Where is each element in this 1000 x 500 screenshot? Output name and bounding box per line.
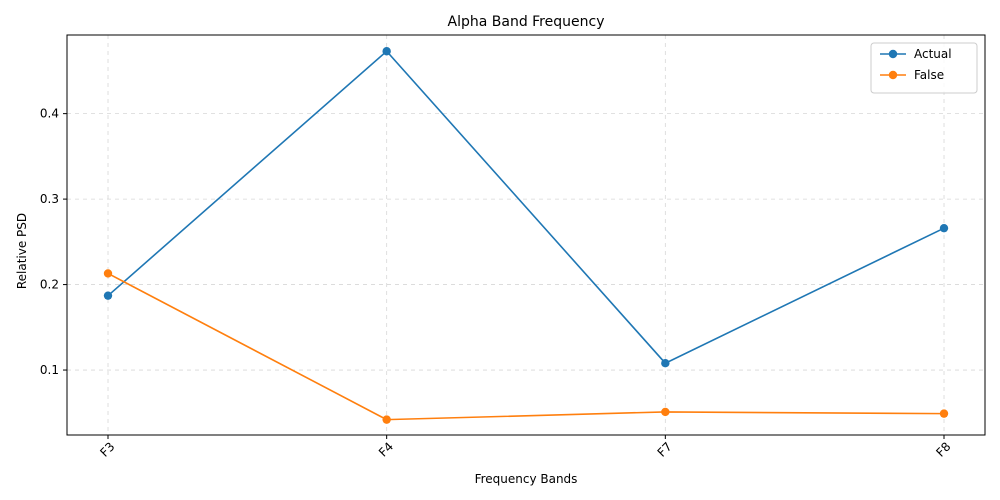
legend-swatch-marker xyxy=(888,70,898,80)
data-point xyxy=(939,223,949,233)
y-tick-label: 0.1 xyxy=(40,363,59,377)
legend: Actual False xyxy=(870,42,978,94)
legend-label: False xyxy=(914,68,944,82)
y-axis-label: Relative PSD xyxy=(15,213,29,289)
series-line xyxy=(107,272,945,421)
y-tick-label: 0.4 xyxy=(40,107,59,121)
data-point xyxy=(661,359,670,368)
series-line xyxy=(107,50,945,365)
y-tick-label: 0.2 xyxy=(40,278,59,292)
data-point xyxy=(661,407,670,417)
data-point xyxy=(103,269,113,278)
data-point xyxy=(939,409,949,418)
x-axis-label: Frequency Bands xyxy=(475,472,578,486)
plot-frame xyxy=(66,34,986,436)
series-layer xyxy=(103,47,949,424)
data-point xyxy=(382,415,391,424)
chart-title: Alpha Band Frequency xyxy=(448,14,605,30)
legend-label: Actual xyxy=(914,47,952,61)
legend-swatch-marker xyxy=(888,49,898,59)
legend-box xyxy=(870,42,978,94)
data-point xyxy=(103,291,113,300)
grid xyxy=(67,35,985,435)
y-tick-label: 0.3 xyxy=(40,192,59,206)
data-point xyxy=(382,47,391,56)
